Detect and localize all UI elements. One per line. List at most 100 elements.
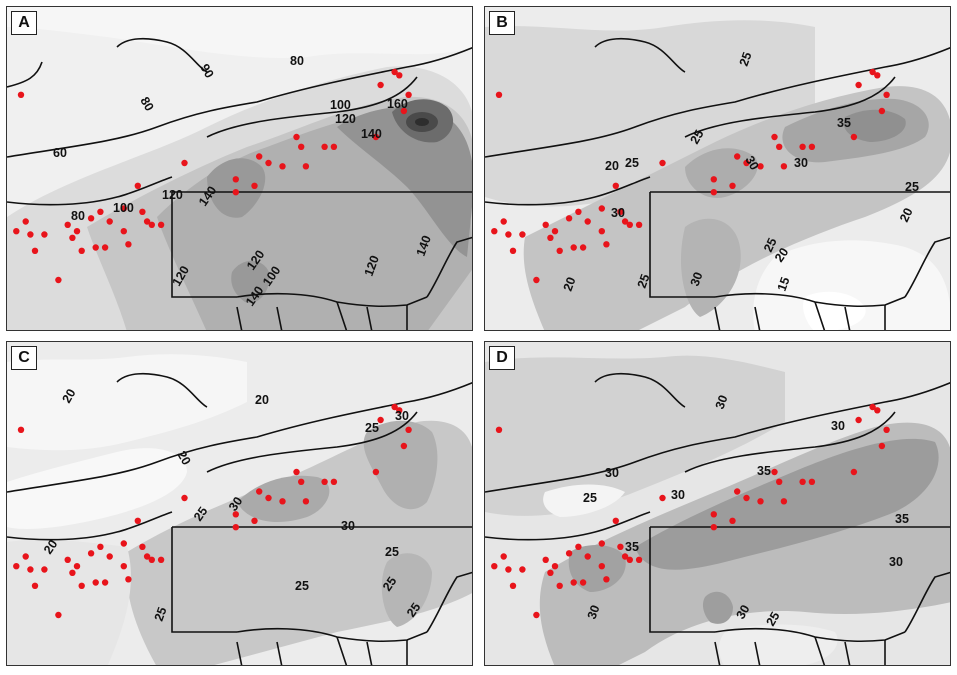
contour-fill-20 — [543, 484, 625, 517]
contour-fill-140c — [231, 260, 270, 303]
station-marker — [491, 563, 498, 570]
station-marker — [41, 231, 48, 238]
station-marker — [69, 569, 76, 576]
station-marker — [120, 228, 128, 235]
station-marker — [298, 478, 305, 485]
station-marker — [64, 221, 71, 228]
station-marker — [330, 143, 338, 150]
contour-label: 120 — [335, 112, 356, 126]
contour-fill-max-core — [415, 118, 429, 126]
coastline-borders — [7, 372, 472, 665]
contour-label: 100 — [330, 98, 351, 112]
station-marker — [55, 276, 62, 284]
station-marker — [500, 553, 507, 560]
station-marker — [279, 498, 286, 505]
station-marker — [134, 182, 141, 189]
contour-fill-light — [7, 7, 472, 58]
station-marker — [31, 247, 39, 254]
station-marker — [598, 563, 605, 570]
contour-label: 25 — [737, 50, 755, 68]
station-marker — [757, 498, 764, 505]
station-marker — [635, 556, 643, 563]
contour-label: 30 — [713, 393, 731, 411]
contour-label: 80 — [71, 209, 85, 223]
contour-label: 30 — [395, 409, 409, 423]
station-marker — [533, 276, 540, 284]
station-marker — [579, 579, 587, 586]
station-marker — [143, 218, 151, 225]
station-marker — [771, 133, 778, 141]
station-marker — [776, 143, 783, 150]
contour-label: 30 — [605, 466, 619, 480]
contour-label: 80 — [137, 95, 156, 114]
contour-label: 15 — [775, 275, 793, 293]
contour-label: 25 — [761, 236, 780, 255]
contour-label: 30 — [585, 603, 603, 621]
station-marker — [659, 159, 666, 167]
station-marker — [565, 550, 573, 557]
station-marker — [120, 205, 128, 212]
station-marker — [850, 468, 858, 476]
station-marker — [13, 228, 20, 235]
station-marker — [598, 228, 605, 235]
station-marker — [120, 540, 128, 547]
station-marker — [883, 91, 890, 99]
station-marker — [617, 208, 624, 215]
station-marker — [391, 68, 398, 76]
station-marker — [874, 72, 881, 79]
contour-fill-30c — [381, 553, 432, 627]
station-marker — [87, 215, 95, 222]
station-marker — [612, 517, 619, 524]
contour-label: 25 — [191, 504, 210, 523]
station-marker — [377, 416, 384, 424]
contour-fill-35 — [635, 438, 939, 570]
contour-label: 20 — [174, 449, 193, 468]
station-marker — [729, 182, 736, 189]
station-marker — [776, 478, 783, 485]
station-marker — [125, 576, 132, 583]
station-marker — [598, 205, 605, 212]
contour-fill-30b — [685, 148, 758, 198]
contour-fill-35c — [702, 591, 733, 624]
station-markers — [13, 68, 412, 284]
contour-label: 160 — [387, 97, 408, 111]
station-marker — [73, 563, 81, 570]
contour-label: 20 — [605, 159, 619, 173]
station-marker — [55, 611, 62, 619]
station-marker — [92, 579, 99, 586]
station-marker — [302, 498, 310, 505]
map-panel-d: 30 30 25 30 35 30 35 35 30 30 30 25 D — [484, 341, 951, 666]
contour-label: 20 — [772, 245, 791, 264]
station-marker — [22, 553, 29, 560]
contour-label: 20 — [59, 386, 78, 405]
station-marker — [232, 524, 239, 531]
station-marker — [598, 540, 605, 547]
station-marker — [799, 143, 806, 150]
station-marker — [321, 143, 328, 150]
map-canvas: 80 90 80 60 100 120 140 160 120 140 80 1… — [7, 7, 472, 330]
contour-label: 25 — [404, 600, 423, 619]
station-marker — [500, 218, 507, 225]
contour-fill-140b — [207, 158, 266, 218]
station-marker — [575, 208, 582, 215]
station-marker — [377, 81, 384, 89]
station-marker — [635, 221, 643, 228]
station-marker — [710, 511, 717, 518]
contour-label: 30 — [671, 488, 685, 502]
station-marker — [584, 553, 591, 560]
contour-label: 20 — [561, 275, 579, 293]
station-marker — [181, 159, 188, 167]
station-marker — [125, 241, 132, 248]
contour-label: 120 — [162, 188, 183, 202]
station-marker — [251, 517, 258, 524]
station-marker — [556, 247, 563, 254]
station-marker — [391, 403, 398, 411]
contour-fill-140 — [337, 107, 472, 257]
panel-letter: A — [11, 11, 37, 35]
station-marker — [505, 566, 512, 573]
station-marker — [495, 91, 503, 99]
contour-label: 90 — [197, 62, 216, 81]
station-marker — [878, 442, 886, 450]
station-marker — [27, 231, 34, 238]
station-marker — [232, 189, 239, 196]
